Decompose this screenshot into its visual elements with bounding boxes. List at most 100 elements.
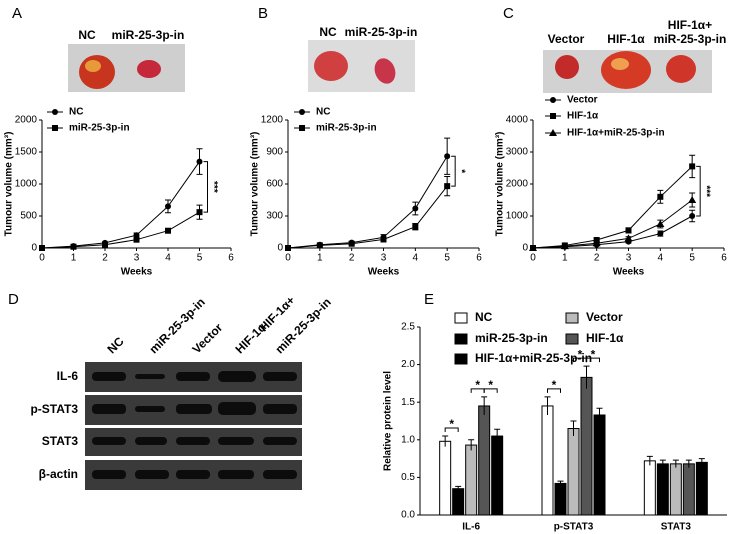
marker	[299, 125, 305, 131]
y-axis-label: Tumour volume (mm³)	[250, 132, 261, 237]
marker	[625, 227, 632, 234]
legend-label: HIF-1α+miR-25-3p-in	[567, 128, 665, 139]
x-tick-label: 5	[197, 253, 203, 264]
legend-label: miR-25-3p-in	[316, 123, 377, 134]
annotation: *	[591, 347, 596, 361]
bar	[643, 460, 656, 516]
annotation: *	[449, 417, 454, 431]
x-tick-label: STAT3	[661, 522, 692, 533]
marker	[285, 245, 291, 251]
bracket	[203, 161, 208, 213]
marker	[529, 244, 537, 251]
marker	[592, 239, 601, 247]
marker	[444, 153, 451, 160]
y-tick-label: 1200	[261, 115, 284, 126]
annotation: *	[552, 378, 557, 392]
y-tick-label: 0.5	[401, 472, 415, 483]
panel-letter: B	[258, 5, 268, 22]
x-tick-label: 1	[562, 253, 568, 264]
error-bar	[596, 407, 603, 422]
y-axis-label: Tumour volume (mm³)	[4, 132, 15, 237]
y-tick-label: 1000	[15, 179, 38, 190]
line	[532, 215, 693, 249]
marker	[688, 196, 697, 203]
x-tick-label: 6	[228, 253, 234, 264]
marker	[657, 230, 664, 237]
marker	[689, 163, 696, 170]
photo-label: Vector	[548, 32, 585, 46]
x-tick-label: 5	[689, 253, 695, 264]
bracket	[547, 388, 561, 393]
line	[287, 185, 448, 249]
x-tick-label: 0	[285, 253, 291, 264]
line	[41, 211, 200, 249]
y-tick-label: 900	[266, 147, 283, 158]
x-tick-label: 4	[413, 253, 419, 264]
x-tick-label: 2	[349, 253, 355, 264]
x-tick-label: p-STAT3	[554, 522, 594, 533]
marker	[444, 183, 451, 190]
marker	[549, 129, 557, 136]
error-bar	[685, 459, 692, 468]
photo	[68, 44, 185, 92]
error-bar	[494, 428, 501, 443]
x-tick-label: 2	[102, 253, 108, 264]
marker	[412, 223, 419, 230]
marker	[550, 113, 556, 119]
photo-label: NC	[78, 28, 96, 42]
error-bar	[544, 396, 551, 415]
error-bar	[659, 459, 666, 468]
x-tick-label: 4	[165, 253, 171, 264]
line	[532, 166, 693, 249]
marker	[624, 234, 633, 242]
line	[287, 156, 448, 249]
annotation: *	[475, 378, 480, 392]
blot-column: Vector	[189, 320, 225, 356]
y-tick-label: 1000	[506, 211, 529, 222]
photo-label: miR-25-3p-in	[112, 28, 185, 42]
annotation: ***	[208, 181, 219, 193]
marker	[299, 109, 305, 115]
error-bar	[455, 485, 462, 491]
legend-swatch	[454, 353, 468, 365]
x-tick-label: 1	[317, 253, 323, 264]
marker	[380, 236, 387, 243]
photo-label: HIF-1α+	[668, 18, 712, 32]
marker	[52, 125, 58, 131]
bracket	[586, 357, 600, 363]
error-bar	[583, 365, 590, 389]
error-bar	[698, 458, 705, 467]
legend-label: miR-25-3p-in	[69, 123, 130, 134]
legend-label: Vector	[567, 95, 598, 106]
panel-letter: D	[8, 291, 19, 308]
bar	[478, 405, 491, 516]
line	[532, 199, 693, 249]
photo-label: miR-25-3p-in	[345, 25, 418, 39]
x-tick-label: 3	[626, 253, 632, 264]
marker	[560, 242, 569, 250]
x-tick-label: IL-6	[462, 522, 480, 533]
x-axis-label: Weeks	[613, 267, 645, 278]
y-tick-label: 2.5	[401, 322, 415, 333]
x-axis-label: Weeks	[368, 267, 400, 278]
bar	[580, 376, 593, 516]
x-tick-label: 6	[476, 253, 482, 264]
bar	[439, 440, 452, 516]
bar	[669, 463, 682, 516]
bar	[554, 482, 567, 516]
marker	[689, 213, 696, 219]
legend-label: NC	[316, 107, 330, 118]
y-tick-label: 4000	[506, 115, 529, 126]
error-bar	[646, 455, 653, 466]
x-tick-label: 0	[39, 253, 45, 264]
legend-label: Vector	[586, 310, 623, 324]
bracket	[696, 165, 701, 217]
legend-label: miR-25-3p-in	[475, 331, 548, 345]
x-tick-label: 3	[134, 253, 140, 264]
error-bar	[672, 459, 679, 468]
marker	[70, 243, 77, 250]
y-tick-label: 0	[277, 243, 283, 254]
blot	[85, 362, 302, 490]
marker	[657, 193, 664, 200]
